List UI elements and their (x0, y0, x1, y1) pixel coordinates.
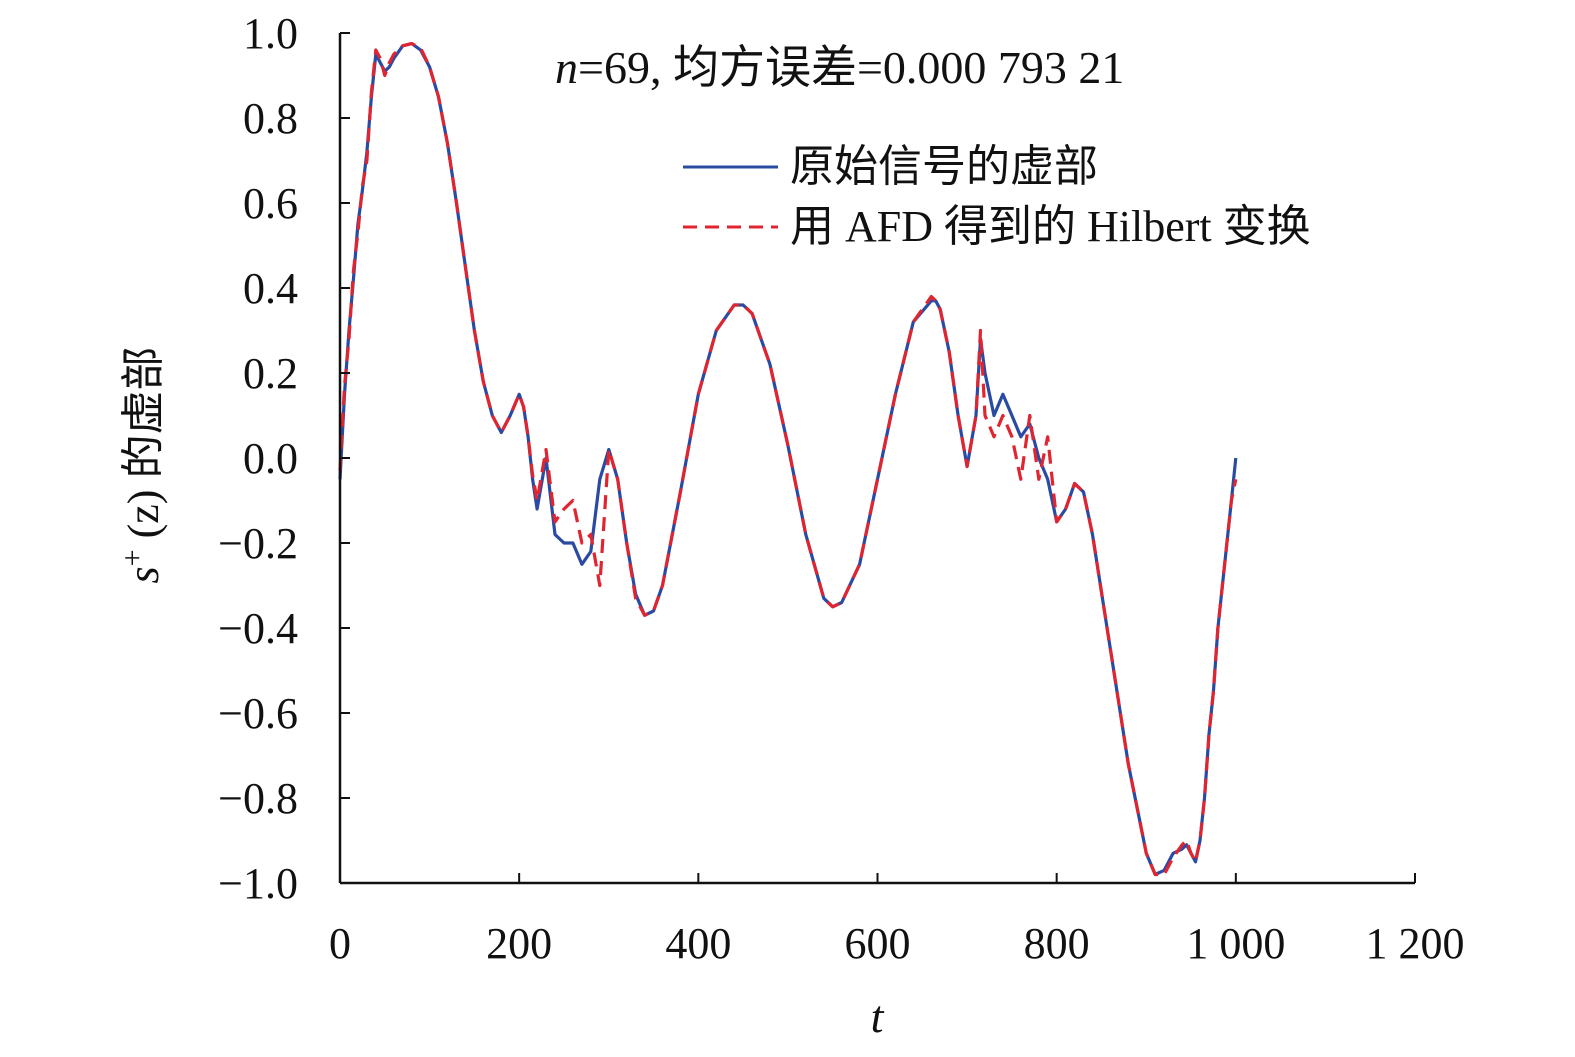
y-axis-title-base: s (119, 566, 168, 583)
y-axis-title: s+ (z) 的虚部 (116, 347, 169, 584)
y-tick-label: 0.8 (243, 94, 298, 143)
tick-labels: 0 200 400 600 800 1 000 1 200 1.0 0.8 0.6 0.4 0.2 0.… (218, 9, 1464, 968)
legend-label-afd: 用 AFD 得到的 Hilbert 变换 (790, 202, 1311, 251)
axes (338, 32, 1416, 885)
x-tick-label: 1 000 (1186, 919, 1285, 968)
y-tick-label: −0.6 (218, 689, 298, 738)
y-tick-label: 0.2 (243, 349, 298, 398)
x-axis-title: t (871, 991, 885, 1042)
y-tick-label: −0.2 (218, 519, 298, 568)
y-axis-title-rest: (z) 的虚部 (119, 347, 168, 550)
annotation-rest: =69, 均方误差=0.000 793 21 (578, 42, 1124, 93)
y-tick-label: −0.8 (218, 774, 298, 823)
legend: 原始信号的虚部 用 AFD 得到的 Hilbert 变换 (683, 142, 1311, 251)
x-tick-label: 800 (1024, 919, 1090, 968)
x-tick-label: 0 (329, 919, 351, 968)
series-line-afd (338, 42, 1238, 877)
series-line-original (338, 42, 1238, 877)
y-tick-label: 0.6 (243, 179, 298, 228)
plot-area (338, 42, 1238, 877)
y-axis-title-sup: + (116, 549, 149, 566)
y-tick-label: −0.4 (218, 604, 298, 653)
x-tick-label: 600 (845, 919, 911, 968)
y-tick-label: 0.0 (243, 434, 298, 483)
legend-label-original: 原始信号的虚部 (790, 142, 1098, 191)
y-tick-label: 1.0 (243, 9, 298, 58)
y-tick-label: −1.0 (218, 859, 298, 908)
annotation-var: n (555, 42, 578, 93)
annotation-text: n=69, 均方误差=0.000 793 21 (555, 42, 1124, 93)
x-tick-label: 400 (665, 919, 731, 968)
x-tick-label: 200 (486, 919, 552, 968)
y-tick-label: 0.4 (243, 264, 298, 313)
x-tick-label: 1 200 (1366, 919, 1465, 968)
